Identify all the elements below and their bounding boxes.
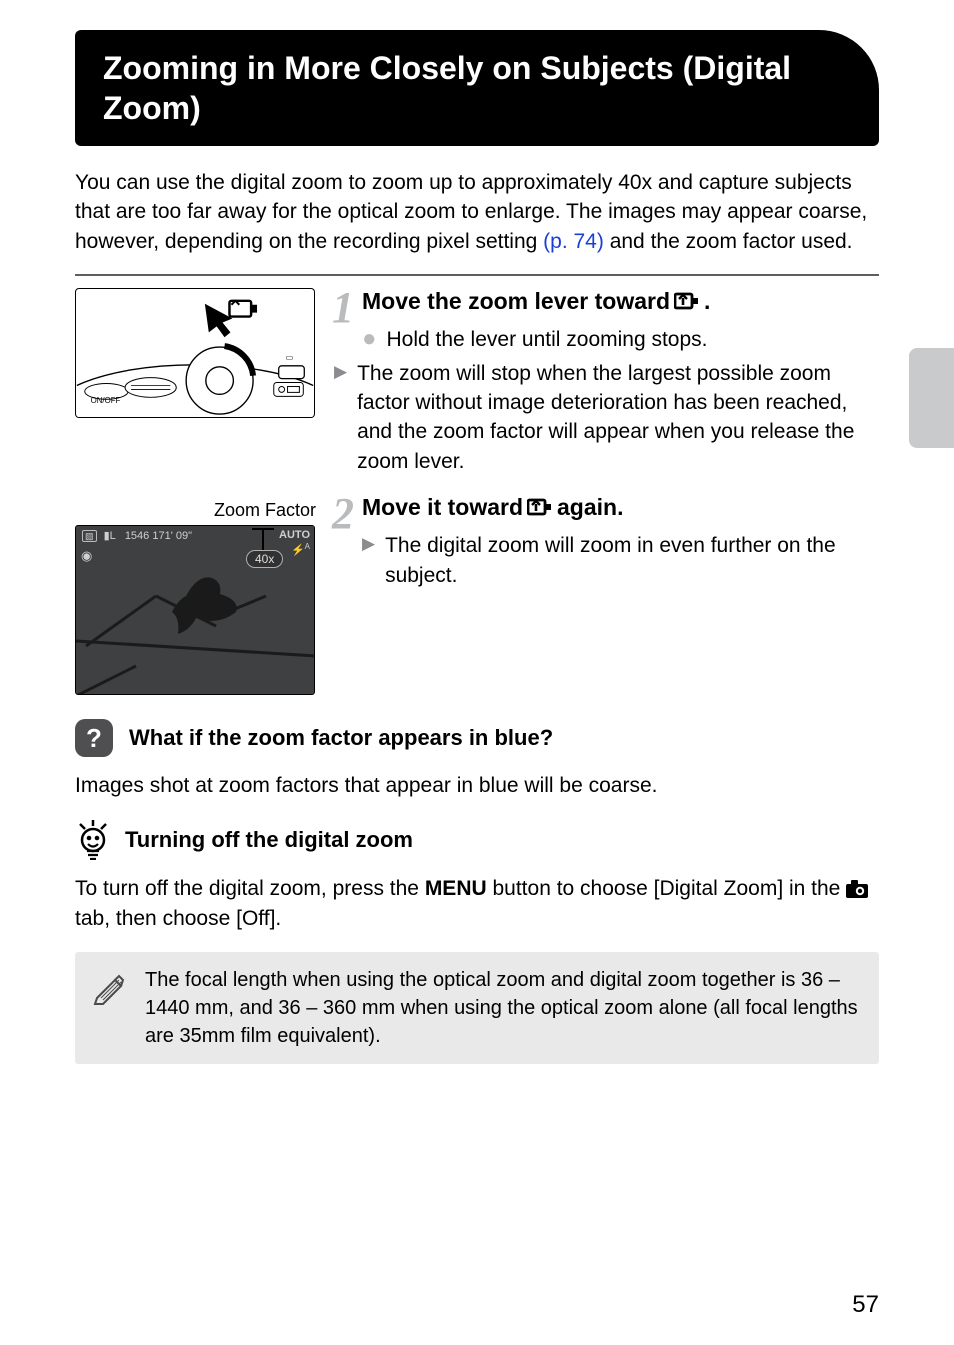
- page-title: Zooming in More Closely on Subjects (Dig…: [75, 30, 879, 146]
- lcd-status-text: ▧ ▮L 1546 171' 09": [82, 529, 308, 542]
- step-2: Zoom Factor ▧ ▮L 1546 171' 09" AUTO ⚡A ◉: [75, 494, 879, 695]
- bullet-text: The zoom will stop when the largest poss…: [357, 359, 879, 477]
- faq-body: Images shot at zoom factors that appear …: [75, 771, 879, 801]
- step-1-title: Move the zoom lever toward .: [362, 288, 879, 315]
- note-box: The focal length when using the optical …: [75, 952, 879, 1064]
- note-text: The focal length when using the optical …: [145, 966, 863, 1050]
- lcd-flash-icon: ⚡A: [279, 542, 310, 558]
- svg-text:▭: ▭: [286, 353, 293, 362]
- intro-text-2: and the zoom factor used.: [604, 230, 853, 253]
- bullet-text: The digital zoom will zoom in even furth…: [385, 531, 879, 590]
- camera-top-illustration: ▭ ON/OFF: [75, 288, 315, 418]
- lightbulb-icon: [75, 820, 111, 860]
- faq-callout: ? What if the zoom factor appears in blu…: [75, 719, 879, 757]
- page-number: 57: [852, 1291, 879, 1319]
- lcd-mode-text: AUTO: [279, 528, 310, 542]
- bullet-triangle-icon: ▶: [362, 531, 375, 590]
- step-1-bullets: ● Hold the lever until zooming stops. ▶Th…: [334, 325, 879, 476]
- tip-text-a: To turn off the digital zoom, press the: [75, 877, 425, 900]
- step-1: ▭ ON/OFF 1: [75, 288, 879, 480]
- step-number-1: 1: [332, 290, 354, 325]
- section-side-tab: [909, 348, 954, 448]
- step-2-title-text-b: again.: [557, 494, 623, 521]
- bullet-text: Hold the lever until zooming stops.: [387, 325, 708, 354]
- list-item: ● Hold the lever until zooming stops.: [362, 325, 879, 354]
- camera-tab-icon: [846, 880, 868, 898]
- page-ref-link[interactable]: (p. 74): [543, 230, 604, 253]
- tip-callout: Turning off the digital zoom: [75, 820, 879, 860]
- callout-line: [262, 530, 264, 550]
- step-2-bullets: ▶The digital zoom will zoom in even furt…: [334, 531, 879, 590]
- zoom-factor-callout-label: Zoom Factor: [75, 500, 316, 521]
- step-1-title-text-b: .: [704, 288, 710, 315]
- section-divider: [75, 274, 879, 276]
- step-number-2: 2: [332, 496, 354, 531]
- telephoto-icon: [674, 289, 700, 315]
- menu-button-label: MENU: [425, 877, 487, 900]
- question-icon: ?: [75, 719, 113, 757]
- step-2-title-text-a: Move it toward: [362, 494, 523, 521]
- list-item: ▶The zoom will stop when the largest pos…: [334, 359, 879, 477]
- lcd-top-text: 1546 171' 09": [125, 530, 192, 542]
- telephoto-icon: [527, 495, 553, 521]
- tip-text-c: tab, then choose [Off].: [75, 907, 281, 930]
- lcd-battery-icon: ◉: [81, 548, 92, 564]
- faq-title: What if the zoom factor appears in blue?: [129, 725, 553, 751]
- step-1-title-text-a: Move the zoom lever toward: [362, 288, 670, 315]
- list-item: ▶The digital zoom will zoom in even furt…: [362, 531, 879, 590]
- zoom-factor-badge: 40x: [246, 550, 283, 568]
- lcd-screenshot: ▧ ▮L 1546 171' 09" AUTO ⚡A ◉ 40x: [75, 525, 315, 695]
- bullet-dot-icon: ●: [362, 325, 377, 354]
- pencil-note-icon: [91, 970, 127, 1006]
- tip-text-b: button to choose [Digital Zoom] in the: [487, 877, 847, 900]
- svg-text:ON/OFF: ON/OFF: [91, 396, 121, 405]
- tip-body: To turn off the digital zoom, press the …: [75, 874, 879, 935]
- tip-title: Turning off the digital zoom: [125, 827, 413, 853]
- step-2-title: Move it toward again.: [362, 494, 879, 521]
- bullet-triangle-icon: ▶: [334, 359, 347, 477]
- intro-paragraph: You can use the digital zoom to zoom up …: [75, 168, 879, 256]
